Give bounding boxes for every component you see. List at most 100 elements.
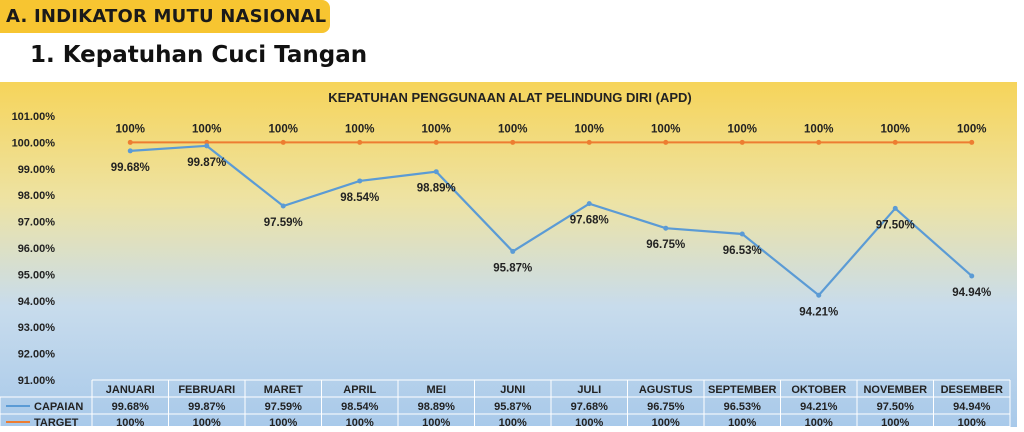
capaian-point bbox=[739, 231, 745, 237]
table-cell-value: 100% bbox=[422, 417, 450, 427]
chart-background bbox=[0, 82, 1017, 427]
target-point bbox=[433, 139, 439, 145]
legend-label: CAPAIAN bbox=[34, 401, 83, 413]
legend-label: TARGET bbox=[34, 417, 79, 427]
capaian-data-label: 97.59% bbox=[264, 217, 303, 229]
table-cell-value: 94.21% bbox=[800, 401, 838, 413]
table-cell-value: 97.50% bbox=[877, 401, 915, 413]
capaian-data-label: 98.89% bbox=[417, 183, 456, 195]
target-point bbox=[816, 139, 822, 145]
target-point bbox=[739, 139, 745, 145]
table-cell-value: 100% bbox=[193, 417, 221, 427]
x-category-label: FEBRUARI bbox=[178, 384, 235, 396]
section-badge-label: A. INDIKATOR MUTU NASIONAL bbox=[6, 6, 327, 27]
table-cell-value: 100% bbox=[346, 417, 374, 427]
capaian-data-label: 99.68% bbox=[111, 162, 150, 174]
table-cell-value: 96.53% bbox=[724, 401, 762, 413]
x-category-label: MARET bbox=[264, 384, 303, 396]
table-cell-value: 98.54% bbox=[341, 401, 379, 413]
target-data-label: 100% bbox=[651, 123, 680, 135]
target-data-label: 100% bbox=[192, 123, 221, 135]
y-tick-label: 92.00% bbox=[18, 349, 56, 361]
table-cell-value: 99.68% bbox=[112, 401, 150, 413]
capaian-data-label: 97.68% bbox=[570, 215, 609, 227]
target-data-label: 100% bbox=[575, 123, 604, 135]
y-tick-label: 96.00% bbox=[18, 243, 56, 255]
x-category-label: DESEMBER bbox=[941, 384, 1003, 396]
capaian-line bbox=[130, 144, 973, 297]
table-cell-value: 100% bbox=[116, 417, 144, 427]
target-point bbox=[969, 139, 975, 145]
capaian-point bbox=[816, 292, 822, 298]
table-cell-value: 100% bbox=[728, 417, 756, 427]
target-point bbox=[280, 139, 286, 145]
target-data-label: 100% bbox=[345, 123, 374, 135]
table-cell-value: 100% bbox=[269, 417, 297, 427]
capaian-point bbox=[969, 273, 975, 279]
table-cell-value: 98.89% bbox=[418, 401, 456, 413]
capaian-data-label: 94.94% bbox=[952, 287, 991, 299]
y-tick-label: 100.00% bbox=[12, 137, 56, 149]
table-cell-value: 97.68% bbox=[571, 401, 609, 413]
section-badge: A. INDIKATOR MUTU NASIONAL bbox=[0, 0, 330, 33]
table-cell-value: 100% bbox=[805, 417, 833, 427]
capaian-data-label: 96.53% bbox=[723, 245, 762, 257]
line-chart: KEPATUHAN PENGGUNAAN ALAT PELINDUNG DIRI… bbox=[0, 82, 1017, 429]
y-tick-label: 94.00% bbox=[18, 296, 56, 308]
table-cell-value: 95.87% bbox=[494, 401, 532, 413]
capaian-data-label: 99.87% bbox=[187, 157, 226, 169]
target-point bbox=[663, 139, 669, 145]
x-category-label: OKTOBER bbox=[791, 384, 846, 396]
x-category-label: MEI bbox=[426, 384, 446, 396]
target-point bbox=[204, 139, 210, 145]
capaian-point bbox=[892, 205, 898, 211]
capaian-point bbox=[127, 148, 133, 154]
target-data-label: 100% bbox=[269, 123, 298, 135]
table-cell-value: 100% bbox=[575, 417, 603, 427]
capaian-point bbox=[510, 248, 516, 254]
x-category-label: AGUSTUS bbox=[639, 384, 693, 396]
target-data-label: 100% bbox=[881, 123, 910, 135]
capaian-point bbox=[280, 203, 286, 209]
table-cell-value: 100% bbox=[652, 417, 680, 427]
capaian-data-label: 98.54% bbox=[340, 192, 379, 204]
target-data-label: 100% bbox=[116, 123, 145, 135]
target-point bbox=[127, 139, 133, 145]
y-tick-label: 91.00% bbox=[18, 375, 56, 387]
capaian-data-label: 96.75% bbox=[646, 239, 685, 251]
target-data-label: 100% bbox=[422, 123, 451, 135]
y-tick-label: 98.00% bbox=[18, 190, 56, 202]
target-data-label: 100% bbox=[498, 123, 527, 135]
x-category-label: SEPTEMBER bbox=[708, 384, 777, 396]
x-category-label: JANUARI bbox=[106, 384, 155, 396]
page-subtitle: 1. Kepatuhan Cuci Tangan bbox=[30, 42, 368, 68]
y-tick-label: 101.00% bbox=[12, 111, 56, 123]
chart-title: KEPATUHAN PENGGUNAAN ALAT PELINDUNG DIRI… bbox=[328, 90, 692, 105]
x-category-label: NOVEMBER bbox=[863, 384, 927, 396]
target-point bbox=[586, 139, 592, 145]
chart-panel: KEPATUHAN PENGGUNAAN ALAT PELINDUNG DIRI… bbox=[0, 82, 1017, 429]
capaian-point bbox=[357, 178, 363, 184]
y-tick-label: 97.00% bbox=[18, 217, 56, 229]
table-cell-value: 100% bbox=[499, 417, 527, 427]
capaian-point bbox=[586, 201, 592, 207]
target-data-label: 100% bbox=[728, 123, 757, 135]
capaian-data-label: 97.50% bbox=[876, 219, 915, 231]
table-cell-value: 100% bbox=[881, 417, 909, 427]
x-category-label: APRIL bbox=[343, 384, 376, 396]
target-point bbox=[357, 139, 363, 145]
target-data-label: 100% bbox=[804, 123, 833, 135]
target-point bbox=[510, 139, 516, 145]
table-cell-value: 99.87% bbox=[188, 401, 226, 413]
table-cell-value: 100% bbox=[958, 417, 986, 427]
table-cell-value: 97.59% bbox=[265, 401, 303, 413]
capaian-point bbox=[433, 169, 439, 175]
capaian-point bbox=[204, 143, 210, 149]
capaian-data-label: 95.87% bbox=[493, 262, 532, 274]
target-data-label: 100% bbox=[957, 123, 986, 135]
table-cell-value: 94.94% bbox=[953, 401, 991, 413]
capaian-data-label: 94.21% bbox=[799, 306, 838, 318]
table-cell-value: 96.75% bbox=[647, 401, 685, 413]
y-tick-label: 93.00% bbox=[18, 322, 56, 334]
target-point bbox=[892, 139, 898, 145]
